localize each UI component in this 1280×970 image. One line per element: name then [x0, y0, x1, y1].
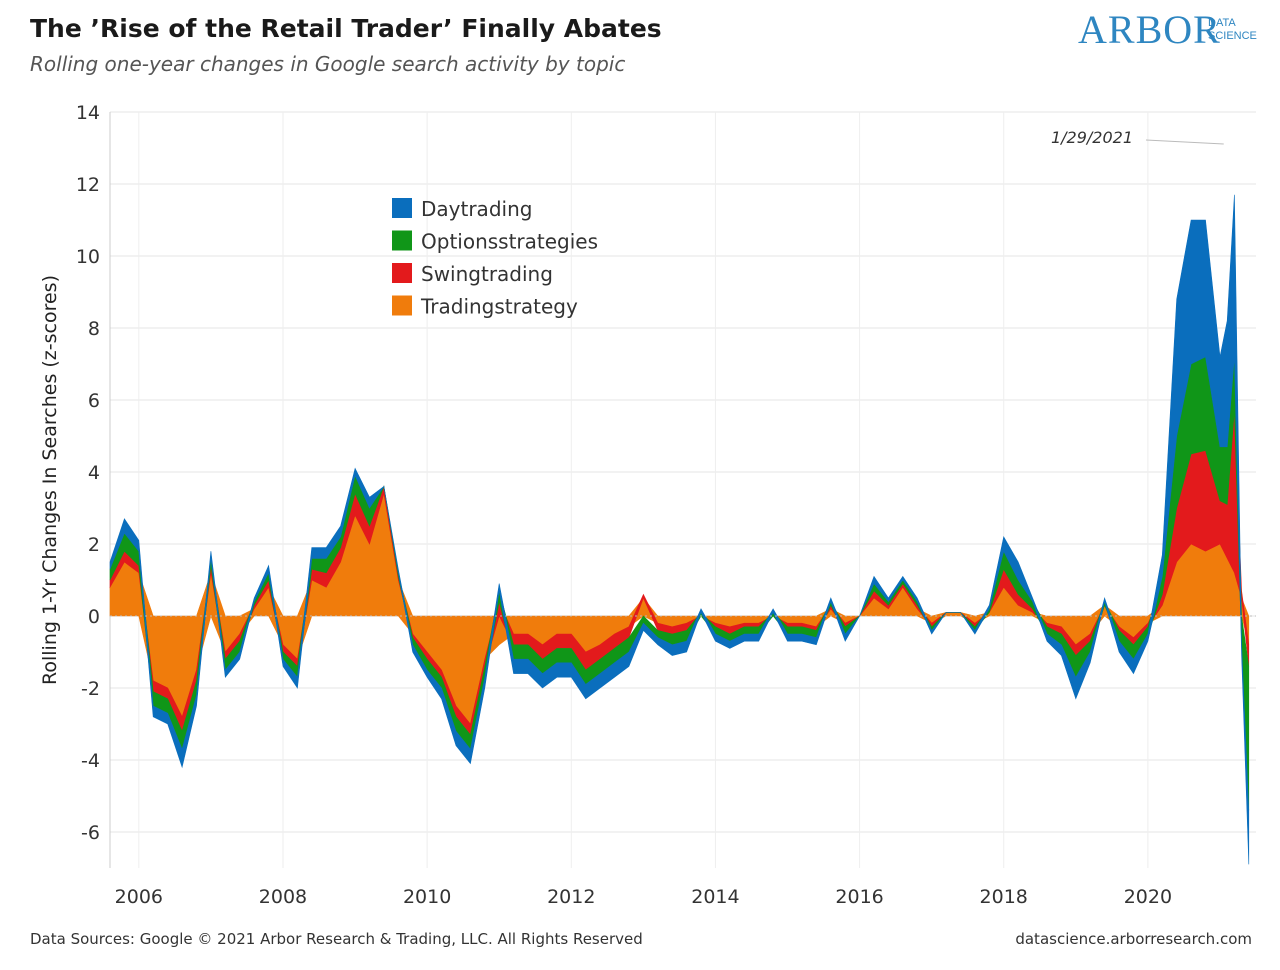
y-axis-label: Rolling 1-Yr Changes In Searches (z-scor…	[39, 275, 61, 685]
y-tick-label: -2	[81, 678, 100, 700]
x-tick-label: 2018	[980, 886, 1028, 908]
legend-swatch-swingtrading	[392, 263, 412, 283]
logo-word: ARBOR	[1078, 7, 1221, 52]
annotation-leader	[1145, 139, 1224, 145]
y-tick-label: 4	[88, 462, 100, 484]
y-tick-label: 10	[76, 246, 100, 268]
x-tick-label: 2010	[403, 886, 451, 908]
legend-swatch-tradingstrategy	[392, 295, 412, 316]
y-tick-label: -4	[81, 750, 100, 772]
y-tick-label: 12	[76, 174, 100, 196]
chart-subtitle: Rolling one-year changes in Google searc…	[30, 52, 626, 76]
legend-label-tradingstrategy: Tradingstrategy	[420, 295, 578, 319]
y-tick-label: 0	[88, 606, 100, 628]
data-sources-footer: Data Sources: Google © 2021 Arbor Resear…	[30, 930, 643, 948]
y-tick-label: 8	[88, 318, 100, 340]
y-tick-label: 6	[88, 390, 100, 412]
chart-title: The ’Rise of the Retail Trader’ Finally …	[30, 14, 662, 43]
area-daytrading	[109, 194, 1250, 865]
arbor-logo: ARBOR DATA SCIENCE	[1078, 6, 1268, 52]
x-tick-label: 2012	[547, 886, 595, 908]
y-tick-label: -6	[81, 822, 100, 844]
logo-line-science: SCIENCE	[1208, 30, 1257, 42]
y-tick-label: 14	[76, 102, 100, 124]
y-tick-label: 2	[88, 534, 100, 556]
website-footer: datascience.arborresearch.com	[1015, 930, 1252, 948]
area-optionsstrategies	[109, 356, 1250, 811]
x-tick-label: 2016	[835, 886, 883, 908]
legend-label-optionsstrategies: Optionsstrategies	[421, 230, 598, 254]
x-tick-label: 2008	[259, 886, 307, 908]
legend-label-daytrading: Daytrading	[421, 197, 532, 221]
x-tick-label: 2014	[691, 886, 739, 908]
legend-label-swingtrading: Swingtrading	[421, 262, 553, 286]
logo-line-data: DATA	[1208, 17, 1236, 29]
legend-swatch-daytrading	[392, 198, 412, 218]
legend-swatch-optionsstrategies	[392, 230, 412, 251]
x-tick-label: 2006	[115, 886, 163, 908]
x-tick-label: 2020	[1124, 886, 1172, 908]
annotation-label: 1/29/2021	[1051, 128, 1133, 147]
